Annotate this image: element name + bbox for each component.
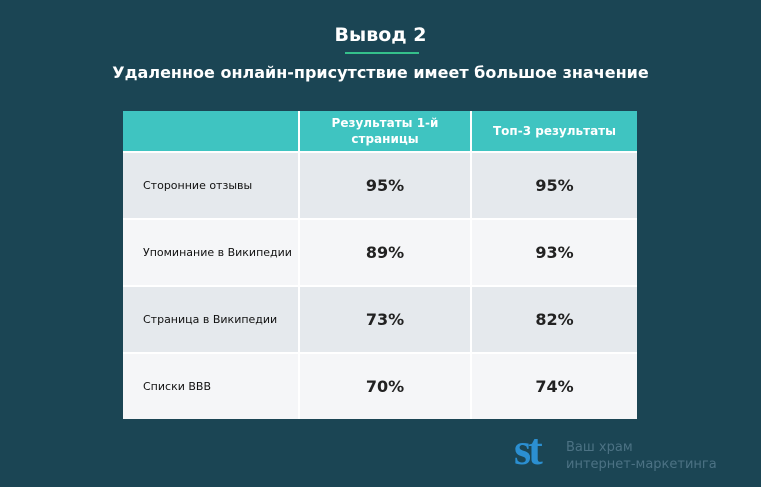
row: Сторонние отзывы 95% 95%: [123, 151, 637, 219]
cell: 70%: [298, 352, 471, 419]
row-label: Упоминание в Википедии: [123, 218, 299, 286]
title-underline: [345, 52, 419, 54]
cell: 95%: [470, 151, 637, 219]
title: Вывод 2: [334, 24, 427, 46]
row-label: Страница в Википедии: [123, 285, 299, 353]
header-cell: Результаты 1-й страницы: [298, 111, 471, 152]
cell: 89%: [298, 218, 471, 286]
row: Упоминание в Википедии 89% 93%: [123, 218, 637, 286]
logo-text: интернет-маркетинга: [566, 457, 717, 472]
header-cell: Топ-3 результаты: [470, 111, 637, 152]
subtitle: Удаленное онлайн-присутствие имеет больш…: [112, 63, 649, 82]
cell: 73%: [298, 285, 471, 353]
logo-text: Ваш храм: [566, 440, 633, 455]
cell: 93%: [470, 218, 637, 286]
row: Страница в Википедии 73% 82%: [123, 285, 637, 353]
header-cell: [123, 111, 299, 152]
header-row: Результаты 1-й страницы Топ-3 результаты: [123, 111, 637, 152]
row: Списки BBB 70% 74%: [123, 352, 637, 419]
cell: 95%: [298, 151, 471, 219]
logo-mark: st: [514, 425, 543, 474]
table: Результаты 1-й страницы Топ-3 результаты…: [123, 111, 637, 419]
cell: 82%: [470, 285, 637, 353]
row-label: Списки BBB: [123, 352, 299, 419]
cell: 74%: [470, 352, 637, 419]
row-label: Сторонние отзывы: [123, 151, 299, 219]
